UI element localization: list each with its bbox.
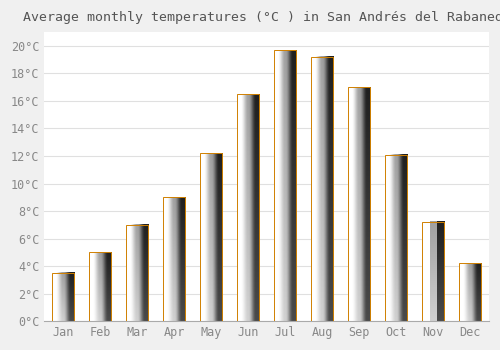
Bar [237, 94, 260, 321]
Bar [460, 263, 481, 321]
Bar [422, 222, 444, 321]
Bar [385, 155, 407, 321]
Bar [163, 197, 185, 321]
Title: Average monthly temperatures (°C ) in San Andrés del Rabanedo: Average monthly temperatures (°C ) in Sa… [22, 11, 500, 24]
Bar [89, 252, 111, 321]
Bar [348, 87, 370, 321]
Bar [52, 273, 74, 321]
Bar [200, 153, 222, 321]
Bar [311, 57, 334, 321]
Bar [126, 225, 148, 321]
Bar [274, 50, 296, 321]
